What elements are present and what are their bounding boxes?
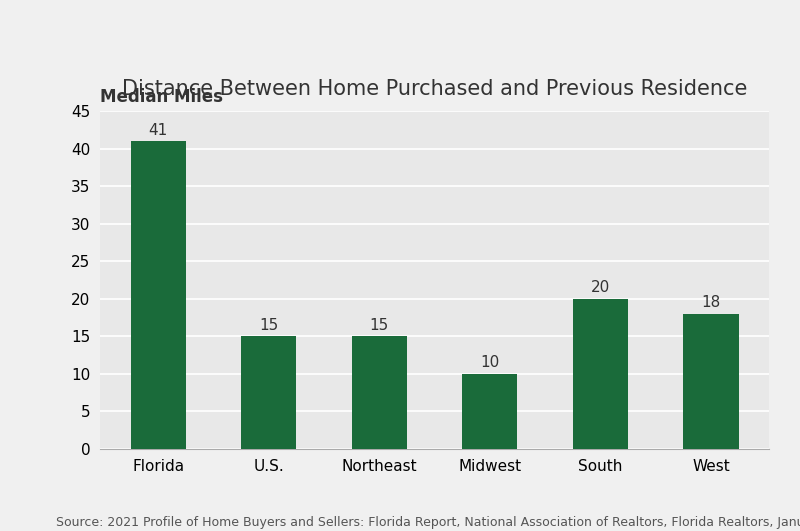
Bar: [573, 299, 628, 449]
Text: 15: 15: [259, 318, 278, 332]
Text: Median Miles: Median Miles: [100, 88, 223, 106]
Text: 41: 41: [149, 123, 168, 138]
Bar: [462, 374, 518, 449]
Text: 15: 15: [370, 318, 389, 332]
Text: 20: 20: [590, 280, 610, 295]
Bar: [130, 141, 186, 449]
Title: Distance Between Home Purchased and Previous Residence: Distance Between Home Purchased and Prev…: [122, 79, 747, 99]
Text: 18: 18: [702, 295, 721, 310]
Text: 10: 10: [480, 355, 499, 370]
Bar: [352, 336, 407, 449]
Text: Source: 2021 Profile of Home Buyers and Sellers: Florida Report, National Associ: Source: 2021 Profile of Home Buyers and …: [56, 516, 800, 529]
Bar: [241, 336, 296, 449]
Bar: [683, 314, 738, 449]
